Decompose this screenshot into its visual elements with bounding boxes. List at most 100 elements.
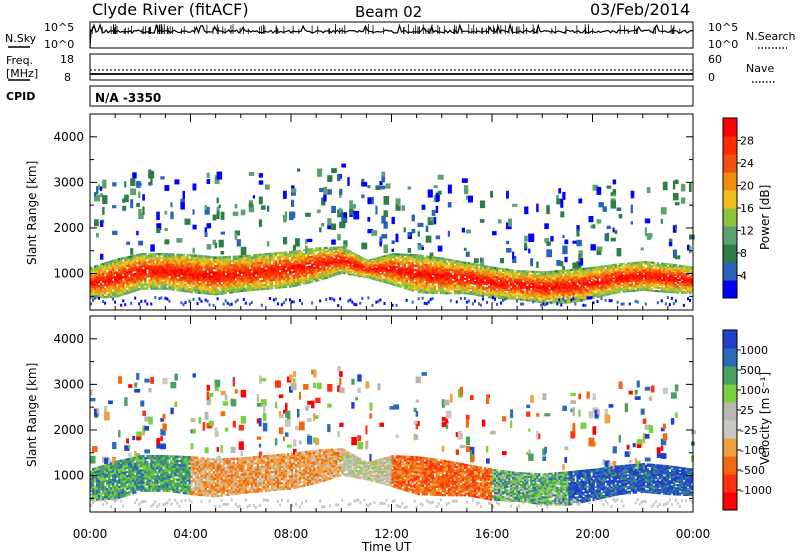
- echo-cell: [214, 292, 217, 296]
- echo-cell: [576, 272, 579, 275]
- echo-cell: [266, 285, 270, 288]
- scatter-echo: [321, 222, 325, 227]
- echo-cell: [590, 274, 593, 277]
- echo-cell: [423, 269, 427, 273]
- echo-cell: [264, 279, 268, 282]
- echo-cell: [596, 287, 599, 290]
- echo-cell: [409, 266, 412, 269]
- echo-cell: [498, 290, 501, 293]
- echo-cell: [166, 263, 169, 266]
- echo-cell: [429, 266, 433, 269]
- echo-cell: [492, 270, 495, 273]
- echo-cell: [168, 285, 171, 289]
- echo-cell: [240, 285, 244, 288]
- echo-cell: [234, 288, 238, 291]
- echo-cell: [144, 269, 147, 272]
- echo-cell: [433, 279, 437, 282]
- echo-cell: [471, 266, 475, 269]
- echo-cell: [369, 261, 372, 263]
- near-range-echo: [391, 303, 394, 307]
- echo-cell: [389, 269, 392, 271]
- echo-cell: [98, 290, 101, 293]
- echo-cell: [200, 270, 203, 273]
- echo-cell: [524, 292, 527, 295]
- echo-cell: [371, 258, 374, 260]
- echo-cell: [347, 262, 350, 264]
- echo-cell: [409, 282, 412, 285]
- echo-cell: [339, 250, 342, 253]
- echo-cell: [244, 254, 248, 258]
- echo-cell: [280, 251, 284, 254]
- echo-cell: [134, 262, 137, 265]
- echo-cell: [186, 254, 189, 257]
- echo-cell: [186, 277, 189, 280]
- echo-cell: [114, 295, 117, 298]
- echo-cell: [373, 275, 376, 277]
- echo-cell: [477, 276, 481, 279]
- echo-cell: [226, 255, 230, 259]
- echo-cell: [431, 258, 435, 261]
- echo-cell: [439, 261, 443, 264]
- echo-cell: [120, 264, 123, 267]
- echo-cell: [359, 272, 362, 274]
- echo-cell: [540, 287, 543, 290]
- echo-cell: [492, 295, 495, 298]
- echo-cell: [596, 269, 599, 272]
- echo-cell: [405, 267, 408, 270]
- echo-cell: [359, 264, 362, 266]
- echo-cell: [602, 294, 605, 297]
- echo-cell: [104, 288, 107, 291]
- echo-cell: [486, 286, 489, 289]
- echo-cell: [371, 273, 374, 276]
- echo-cell: [309, 248, 312, 251]
- echo-cell: [425, 259, 429, 262]
- echo-cell: [110, 270, 113, 274]
- echo-cell: [148, 267, 151, 270]
- echo-cell: [490, 266, 493, 269]
- echo-cell: [238, 275, 242, 279]
- echo-cell: [335, 246, 338, 249]
- echo-cell: [427, 289, 431, 292]
- echo-cell: [459, 266, 463, 269]
- scatter-echo: [592, 184, 599, 191]
- echo-cell: [184, 273, 187, 276]
- echo-cell: [124, 292, 127, 295]
- echo-cell: [114, 282, 117, 285]
- echo-cell: [128, 280, 131, 284]
- echo-cell: [608, 273, 611, 275]
- echo-cell: [580, 269, 583, 272]
- echo-cell: [208, 255, 211, 259]
- echo-cell: [188, 269, 191, 272]
- echo-cell: [144, 277, 147, 280]
- echo-cell: [492, 293, 495, 296]
- echo-cell: [94, 265, 97, 268]
- echo-cell: [194, 261, 197, 264]
- echo-cell: [98, 271, 101, 274]
- echo-cell: [280, 273, 284, 277]
- echo-cell: [156, 283, 159, 286]
- echo-cell: [168, 279, 171, 282]
- echo-cell: [467, 285, 471, 288]
- echo-cell: [341, 258, 344, 261]
- echo-cell: [502, 275, 505, 277]
- echo-cell: [455, 279, 459, 282]
- echo-cell: [604, 265, 607, 268]
- echo-cell: [192, 265, 195, 268]
- echo-cell: [512, 284, 515, 287]
- echo-cell: [291, 252, 294, 256]
- echo-cell: [262, 261, 266, 264]
- scatter-echo: [427, 217, 434, 226]
- echo-cell: [92, 280, 95, 283]
- echo-cell: [144, 253, 147, 256]
- echo-cell: [230, 270, 234, 273]
- echo-cell: [90, 293, 93, 296]
- echo-cell: [498, 274, 501, 277]
- echo-cell: [596, 294, 599, 297]
- echo-cell: [399, 276, 402, 279]
- echo-cell: [104, 266, 107, 269]
- echo-cell: [580, 275, 583, 278]
- echo-cell: [192, 260, 195, 264]
- echo-cell: [172, 257, 175, 260]
- near-range-echo: [574, 302, 577, 306]
- echo-cell: [546, 276, 549, 279]
